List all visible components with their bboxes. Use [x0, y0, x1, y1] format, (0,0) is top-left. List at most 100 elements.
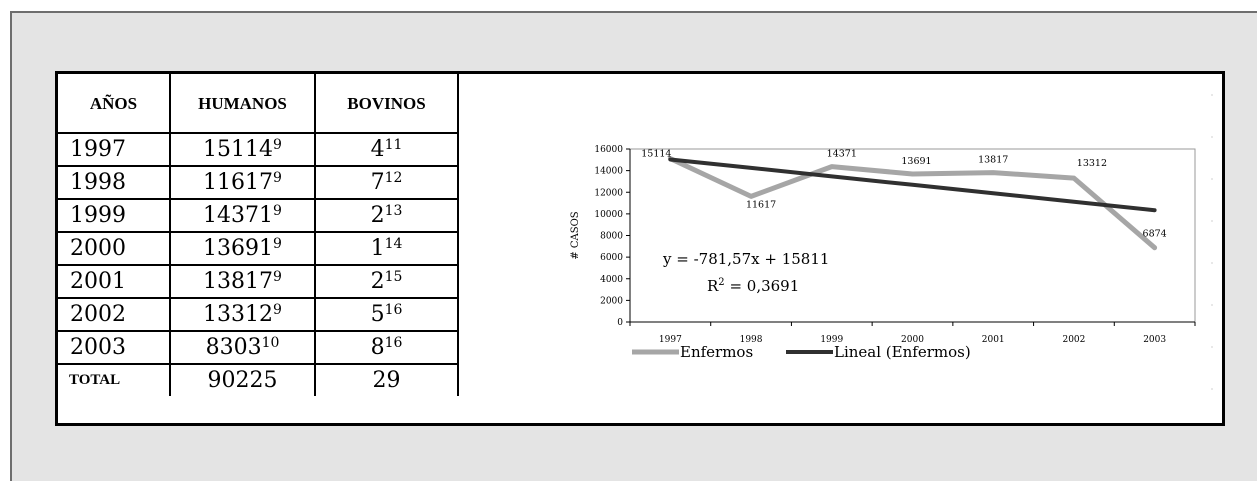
table-row: 1997 151149 411 — [58, 132, 459, 167]
year-cell: 1999 — [58, 198, 171, 233]
total-humanos: 90225 — [169, 363, 316, 396]
humanos-ref: 9 — [273, 236, 282, 252]
table-row: 2000 136919 114 — [58, 231, 459, 266]
y-tick-label: 0 — [617, 318, 623, 328]
bovinos-value: 1 — [370, 236, 385, 261]
humanos-value: 11617 — [203, 170, 274, 195]
table-row: 1998 116179 712 — [58, 165, 459, 200]
bovinos-ref: 14 — [384, 236, 403, 252]
bovinos-ref: 15 — [384, 269, 403, 285]
bovinos-value: 4 — [370, 137, 385, 162]
total-label: TOTAL — [58, 363, 171, 396]
data-label: 14371 — [827, 149, 857, 160]
table-header-cell: BOVINOS — [314, 74, 459, 134]
bovinos-cell: 114 — [314, 231, 459, 266]
humanos-cell: 151149 — [169, 132, 316, 167]
data-table: AÑOS HUMANOS BOVINOS 1997 151149 411 1998 … — [58, 74, 459, 396]
legend-label-enfermos: Enfermos — [680, 343, 753, 361]
bovinos-value: 5 — [370, 302, 385, 327]
y-tick-label: 6000 — [600, 253, 623, 263]
bovinos-value: 2 — [370, 203, 385, 228]
trend-r-squared: R2 = 0,3691 — [707, 277, 799, 295]
r2-base: R — [707, 277, 719, 295]
humanos-ref: 9 — [273, 302, 282, 318]
x-tick-label: 1997 — [659, 335, 682, 345]
y-tick-label: 8000 — [600, 232, 623, 242]
bovinos-ref: 16 — [384, 335, 403, 351]
table-row: 2003 830310 816 — [58, 330, 459, 365]
r2-value: = 0,3691 — [725, 277, 800, 295]
table-header-row: AÑOS HUMANOS BOVINOS — [58, 74, 459, 134]
humanos-value: 13312 — [203, 302, 274, 327]
humanos-cell: 143719 — [169, 198, 316, 233]
x-tick-label: 2000 — [901, 335, 924, 345]
humanos-cell: 133129 — [169, 297, 316, 332]
r2-exponent: 2 — [718, 277, 724, 288]
bovinos-cell: 215 — [314, 264, 459, 299]
bovinos-cell: 516 — [314, 297, 459, 332]
bovinos-cell: 213 — [314, 198, 459, 233]
y-tick-label: 14000 — [594, 167, 623, 177]
y-tick-label: 4000 — [600, 275, 623, 285]
humanos-cell: 138179 — [169, 264, 316, 299]
total-bovinos: 29 — [314, 363, 459, 396]
humanos-ref: 9 — [273, 269, 282, 285]
data-label: 15114 — [641, 149, 671, 160]
bovinos-cell: 816 — [314, 330, 459, 365]
table-header-cell: HUMANOS — [169, 74, 316, 134]
bovinos-cell: 712 — [314, 165, 459, 200]
humanos-ref: 9 — [273, 203, 282, 219]
humanos-value: 13817 — [203, 269, 274, 294]
table-row: 1999 143719 213 — [58, 198, 459, 233]
humanos-cell: 136919 — [169, 231, 316, 266]
table-total-row: TOTAL 90225 29 — [58, 363, 459, 396]
x-tick-label: 2002 — [1062, 335, 1085, 345]
humanos-value: 8303 — [205, 335, 262, 360]
enfermos-series-line — [667, 156, 1158, 251]
x-tick-label: 1999 — [820, 335, 843, 345]
year-cell: 1998 — [58, 165, 171, 200]
bovinos-ref: 16 — [384, 302, 403, 318]
bovinos-ref: 13 — [384, 203, 403, 219]
data-label: 13312 — [1077, 158, 1107, 169]
humanos-value: 13691 — [203, 236, 274, 261]
trend-series-line — [668, 157, 1157, 213]
table-row: 2001 138179 215 — [58, 264, 459, 299]
bovinos-ref: 12 — [384, 170, 403, 186]
bovinos-value: 2 — [370, 269, 385, 294]
humanos-cell: 116179 — [169, 165, 316, 200]
table-row: 2002 133129 516 — [58, 297, 459, 332]
y-tick-label: 12000 — [594, 188, 623, 198]
data-label: 11617 — [746, 199, 776, 210]
humanos-ref: 10 — [261, 335, 280, 351]
y-axis-label: # CASOS — [570, 211, 581, 259]
y-tick-label: 16000 — [594, 145, 623, 155]
trend-equation: y = -781,57x + 15811 — [662, 250, 829, 268]
bovinos-cell: 411 — [314, 132, 459, 167]
bovinos-value: 7 — [370, 170, 385, 195]
humanos-ref: 9 — [273, 170, 282, 186]
humanos-value: 14371 — [203, 203, 274, 228]
year-cell: 2003 — [58, 330, 171, 365]
data-label: 13691 — [901, 156, 931, 167]
x-tick-label: 2001 — [982, 335, 1005, 345]
data-label: 6874 — [1143, 229, 1167, 240]
legend-label-trend: Lineal (Enfermos) — [834, 343, 971, 361]
bovinos-ref: 11 — [384, 137, 403, 153]
table-header-cell: AÑOS — [58, 74, 171, 134]
year-cell: 2002 — [58, 297, 171, 332]
data-label: 13817 — [978, 155, 1008, 166]
year-cell: 2000 — [58, 231, 171, 266]
humanos-value: 15114 — [203, 137, 274, 162]
x-tick-label: 1998 — [740, 335, 763, 345]
y-tick-label: 10000 — [594, 210, 623, 220]
year-cell: 2001 — [58, 264, 171, 299]
bovinos-value: 8 — [370, 335, 385, 360]
line-chart: 0 2000 4000 6000 8000 10000 12000 14000 16000 199… — [570, 94, 1213, 414]
x-tick-label: 2003 — [1143, 335, 1166, 345]
humanos-cell: 830310 — [169, 330, 316, 365]
table-chart-panel: AÑOS HUMANOS BOVINOS 1997 151149 411 1998 … — [55, 71, 1225, 426]
year-cell: 1997 — [58, 132, 171, 167]
humanos-ref: 9 — [273, 137, 282, 153]
y-tick-label: 2000 — [600, 296, 623, 306]
